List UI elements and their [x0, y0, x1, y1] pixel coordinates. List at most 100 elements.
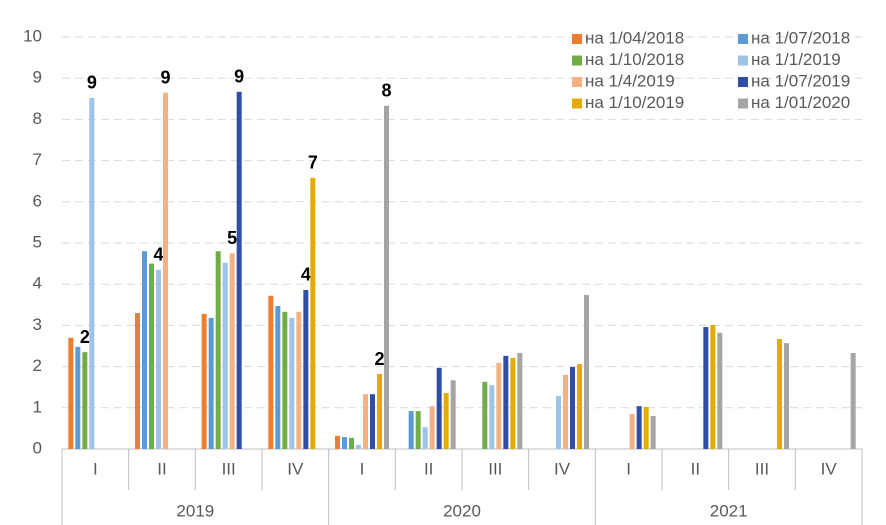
bar — [310, 177, 316, 450]
data-label: 2 — [374, 349, 384, 369]
bar — [496, 362, 502, 449]
y-tick-label: 10 — [23, 26, 42, 45]
y-tick-label: 4 — [33, 274, 42, 293]
bar — [342, 437, 347, 449]
legend-label: на 1/07/2019 — [751, 71, 850, 90]
bar — [268, 295, 274, 449]
bar — [703, 327, 709, 449]
data-label: 5 — [227, 228, 237, 248]
bar — [850, 353, 856, 449]
y-tick-label: 6 — [33, 191, 42, 210]
y-tick-label: 1 — [33, 397, 42, 416]
bar — [629, 413, 635, 449]
legend-label: на 1/10/2018 — [585, 50, 684, 69]
bar — [422, 427, 428, 449]
data-label: 9 — [87, 73, 97, 93]
bar — [149, 263, 154, 449]
legend-swatch — [738, 98, 748, 109]
bar — [584, 294, 589, 449]
bar — [577, 364, 582, 449]
x-tick-label: II — [691, 459, 700, 478]
bar — [636, 406, 642, 449]
bar — [429, 406, 435, 449]
x-tick-label: IV — [287, 459, 304, 478]
bar — [784, 343, 789, 449]
bar — [82, 352, 88, 449]
x-tick-label: I — [360, 459, 365, 478]
legend-swatch — [572, 98, 582, 109]
bar — [363, 394, 368, 449]
x-group-label: 2019 — [176, 501, 214, 520]
bar — [289, 317, 295, 449]
bar — [163, 92, 168, 450]
bar — [377, 374, 382, 449]
legend-swatch — [738, 77, 748, 87]
legend-swatch — [572, 55, 582, 66]
bar — [236, 91, 242, 450]
legend-label: на 1/01/2020 — [751, 93, 850, 112]
legend-label: на 1/04/2018 — [585, 28, 684, 47]
legend-label: на 1/1/2019 — [751, 50, 841, 69]
bar — [643, 406, 649, 449]
bar — [384, 105, 389, 449]
data-label: 7 — [308, 153, 318, 173]
bar — [68, 337, 74, 449]
x-tick-label: IV — [554, 459, 571, 478]
legend-swatch — [572, 77, 582, 87]
bar — [208, 317, 214, 449]
data-label: 9 — [160, 67, 170, 87]
bar — [570, 367, 575, 449]
x-tick-label: II — [157, 459, 166, 478]
x-tick-label: II — [424, 459, 433, 478]
x-tick-label: I — [93, 459, 98, 478]
legend-swatch — [738, 34, 748, 44]
bar — [482, 381, 488, 449]
y-tick-label: 9 — [33, 68, 42, 87]
bar — [717, 332, 723, 449]
x-tick-label: IV — [821, 459, 838, 478]
y-tick-label: 3 — [33, 315, 42, 334]
bar — [349, 437, 354, 449]
legend-swatch — [738, 55, 748, 66]
bar — [450, 380, 456, 449]
bar — [370, 394, 375, 449]
x-group-label: 2020 — [443, 501, 481, 520]
y-tick-label: 5 — [33, 232, 42, 251]
bar — [563, 374, 568, 449]
bar — [275, 306, 281, 449]
bar — [436, 367, 442, 449]
bar — [408, 411, 414, 449]
data-label: 2 — [80, 327, 90, 347]
data-label: 8 — [381, 81, 391, 101]
bar — [415, 411, 421, 449]
x-tick-label: III — [222, 459, 236, 478]
legend-swatch — [572, 34, 582, 44]
bar — [556, 395, 561, 449]
data-label: 4 — [153, 245, 163, 265]
bar — [215, 251, 221, 449]
bar — [510, 357, 516, 449]
bar — [503, 355, 509, 449]
data-label: 4 — [301, 265, 311, 285]
x-tick-label: III — [488, 459, 502, 478]
bar — [296, 311, 302, 449]
x-tick-label: I — [626, 459, 631, 478]
bar — [356, 444, 361, 449]
bar — [229, 253, 235, 449]
y-tick-label: 8 — [33, 109, 42, 128]
bar — [650, 416, 656, 449]
bar — [303, 289, 309, 449]
y-tick-label: 0 — [33, 438, 42, 457]
legend-label: на 1/07/2018 — [751, 28, 850, 47]
bar — [135, 313, 140, 449]
bar — [222, 262, 228, 449]
bar — [89, 97, 95, 449]
bar — [75, 346, 81, 449]
bar — [777, 338, 782, 449]
bar — [335, 435, 340, 449]
bar — [156, 269, 161, 449]
y-tick-label: 2 — [33, 356, 42, 375]
bar — [201, 313, 207, 449]
bar — [710, 324, 716, 449]
